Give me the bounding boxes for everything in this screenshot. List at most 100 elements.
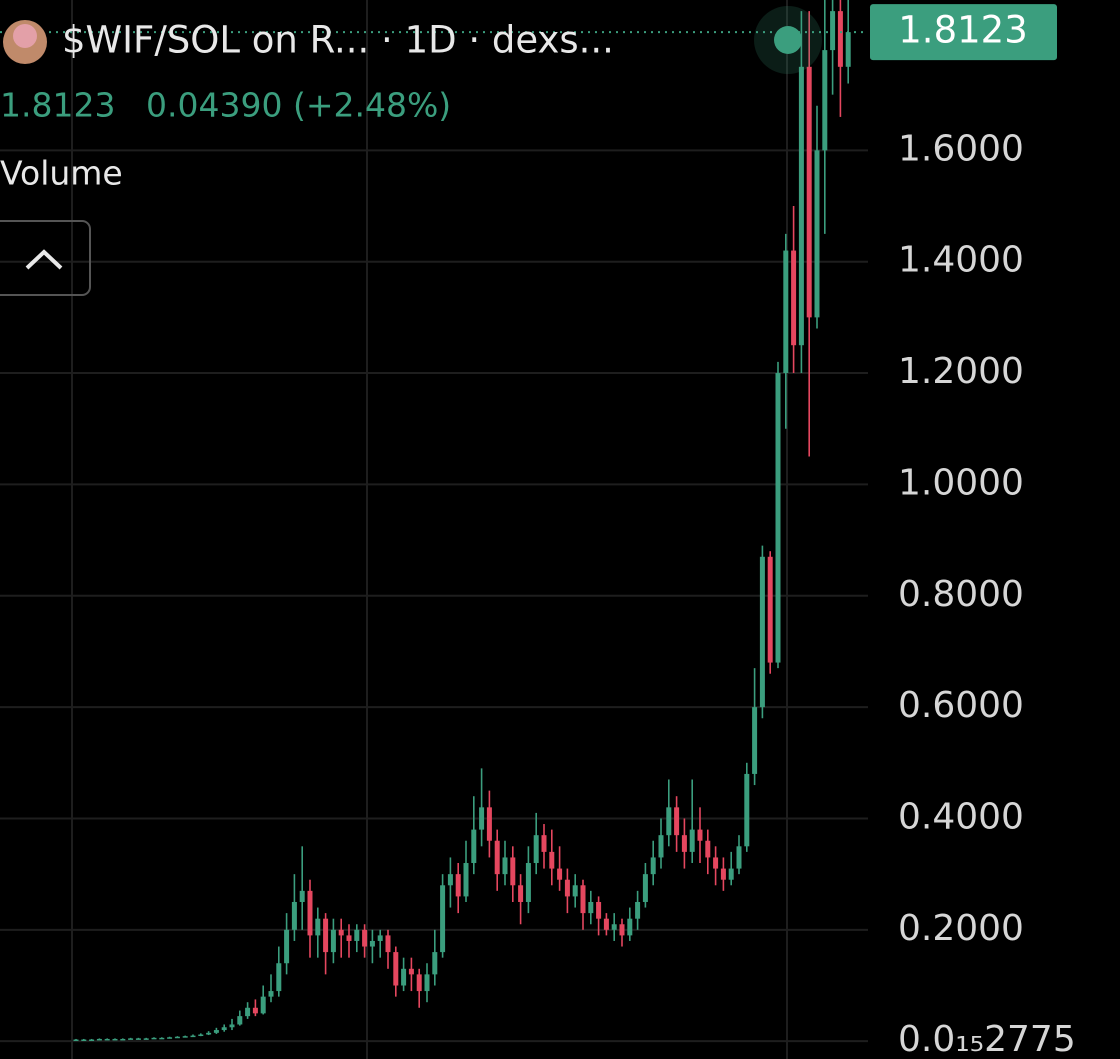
candle-body xyxy=(541,835,547,852)
candle-body xyxy=(455,874,461,897)
candle-body xyxy=(73,1039,79,1042)
candle-body xyxy=(814,150,820,318)
candle-body xyxy=(588,901,594,914)
candle-body xyxy=(143,1038,149,1040)
candle-body xyxy=(174,1036,180,1039)
candle-body xyxy=(128,1038,134,1040)
candle-body xyxy=(307,890,313,936)
candle-body xyxy=(229,1024,235,1028)
candle-body xyxy=(580,885,586,914)
last-price-label: 1.8123 xyxy=(898,9,1027,52)
candle-body xyxy=(798,66,804,346)
candle-body xyxy=(479,807,485,830)
candle-body xyxy=(112,1038,118,1041)
candle-body xyxy=(276,963,282,992)
candle-body xyxy=(245,1007,251,1017)
candle-body xyxy=(377,935,383,941)
candle-body xyxy=(440,885,446,953)
candle-body xyxy=(666,807,672,836)
candle-body xyxy=(510,857,516,886)
candle-body xyxy=(323,918,329,953)
candle-body xyxy=(736,846,742,869)
candle-body xyxy=(767,556,773,663)
candle-body xyxy=(182,1036,188,1038)
collapse-button[interactable] xyxy=(0,220,91,296)
candle-body xyxy=(401,968,407,986)
candle-body xyxy=(759,556,765,708)
candle-body xyxy=(81,1039,87,1042)
candle-body xyxy=(330,929,336,953)
last-price-tag xyxy=(870,4,1057,61)
candle-body xyxy=(791,250,797,346)
candle-body xyxy=(611,924,617,930)
candle-body xyxy=(564,879,570,897)
candle-body xyxy=(299,890,305,902)
y-tick-label: 1.0000 xyxy=(898,462,1024,503)
candle-body xyxy=(362,929,368,947)
candle-body xyxy=(697,829,703,841)
candle-body xyxy=(252,1007,258,1014)
candle-body xyxy=(822,50,828,151)
candle-body xyxy=(603,918,609,930)
candle-body xyxy=(237,1016,243,1025)
candle-body xyxy=(525,863,531,902)
candle-body xyxy=(284,929,290,964)
header-change: 0.04390 (+2.48%) xyxy=(146,86,451,125)
candle-body xyxy=(385,935,391,953)
candle-body xyxy=(190,1035,196,1038)
candle-body xyxy=(650,857,656,875)
chart-title: $WIF/SOL on R... · 1D · dexs... xyxy=(62,19,614,62)
candle-body xyxy=(206,1032,212,1035)
y-tick-label: 0.6000 xyxy=(898,685,1024,726)
candle-body xyxy=(681,835,687,852)
grid xyxy=(0,149,868,1043)
candle-body xyxy=(845,32,851,67)
candle-body xyxy=(393,952,399,986)
candle-body xyxy=(354,929,360,941)
y-tick-label: 0.8000 xyxy=(898,574,1024,615)
indicator-label: Volume xyxy=(0,154,123,193)
y-tick-label: 0.4000 xyxy=(898,796,1024,837)
candle-body xyxy=(120,1038,126,1041)
candle-body xyxy=(713,857,719,869)
candle-body xyxy=(494,840,500,875)
header-price: 1.8123 xyxy=(0,86,115,125)
candle-body xyxy=(447,874,453,886)
candle-body xyxy=(221,1027,227,1031)
candle-body xyxy=(408,968,414,975)
candle-body xyxy=(135,1038,141,1040)
candle-body xyxy=(260,996,266,1014)
candle-body xyxy=(619,924,625,936)
candle-body xyxy=(705,840,711,858)
candle-body xyxy=(596,901,602,919)
candle-body xyxy=(775,373,781,663)
candle-body xyxy=(89,1039,95,1042)
candle-body xyxy=(627,918,633,936)
last-price-dot xyxy=(774,26,802,54)
candle-body xyxy=(674,807,680,836)
candle-body xyxy=(783,250,789,374)
candle-body xyxy=(268,991,274,997)
candle-body xyxy=(837,11,843,67)
candle-body xyxy=(635,901,641,919)
y-tick-label: 1.2000 xyxy=(898,351,1024,392)
candle-body xyxy=(151,1037,157,1040)
candle-body xyxy=(806,66,812,318)
candle-body xyxy=(338,929,344,936)
candle-body xyxy=(424,974,430,992)
candle-body xyxy=(518,885,524,902)
candle-body xyxy=(720,868,726,880)
y-tick-label: 1.6000 xyxy=(898,128,1024,169)
candle-body xyxy=(346,935,352,941)
candle-body xyxy=(572,885,578,897)
candle-body xyxy=(159,1037,165,1040)
candle-body xyxy=(167,1037,173,1039)
candle-body xyxy=(728,868,734,880)
candle-body xyxy=(830,11,836,51)
candle-body xyxy=(557,868,563,880)
candle-body xyxy=(502,857,508,875)
collapse-icon[interactable] xyxy=(25,249,63,270)
candle-body xyxy=(471,829,477,864)
candles xyxy=(73,0,851,1042)
